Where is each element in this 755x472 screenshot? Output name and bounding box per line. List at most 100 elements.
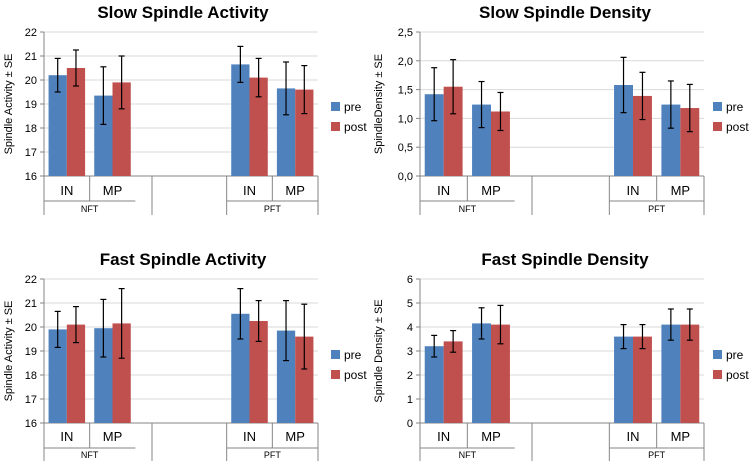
bar-post [680,324,700,423]
bar-pre [94,95,113,176]
x-category-label: MP [671,429,691,444]
y-tick-label: 17 [25,147,37,159]
x-category-label: IN [627,429,640,444]
bar-post [249,77,268,176]
y-tick-label: 18 [25,123,37,135]
bar-pre [614,336,633,423]
bar-post [491,324,510,423]
y-tick-label: 19 [25,346,37,358]
y-tick-label: 18 [25,370,37,382]
y-tick-label: 2,5 [398,27,413,39]
bar-pre [276,88,296,176]
legend-label-post: post [726,120,749,134]
legend-label-pre: pre [726,348,744,362]
bar-post [66,324,86,423]
x-category-label: MP [285,429,305,444]
y-tick-label: 0,5 [398,142,413,154]
x-category-label: IN [627,183,640,198]
y-tick-label: 0 [407,418,413,430]
x-group-label: PFT [264,204,282,214]
legend-swatch-post [331,370,340,379]
chart-title: Slow Spindle Density [479,3,651,22]
y-tick-label: 16 [25,418,37,430]
y-tick-label: 1,0 [398,113,413,125]
y-axis-label: Spindle Activity ± SE [3,54,15,155]
y-tick-label: 6 [407,274,413,286]
x-group-label: NFT [459,450,477,460]
chart-panel-3: Fast Spindle Activity 16 17 18 19 20 21 22 Spind… [3,250,367,461]
bar-post [633,95,652,176]
y-axis-label: Spindle Activity ± SE [3,301,15,402]
y-tick-label: 3 [407,346,413,358]
y-tick-label: 21 [25,51,37,63]
y-tick-label: 1,5 [398,85,413,97]
x-group-label: PFT [648,450,666,460]
bar-post [443,86,463,176]
y-tick-label: 2 [407,370,413,382]
bar-post [443,341,463,423]
x-category-label: IN [437,183,450,198]
x-group-label: NFT [81,204,99,214]
bar-post [66,68,86,176]
y-tick-label: 2,0 [398,56,413,68]
legend-label-pre: pre [344,100,362,114]
x-group-label: PFT [648,204,666,214]
y-axis-label: Spindle Density ± SE [373,299,385,402]
legend-swatch-pre [713,350,722,359]
bar-pre [231,313,250,423]
chart-title: Slow Spindle Activity [97,3,269,22]
bar-pre [94,328,113,423]
bar-post [491,111,510,176]
bar-post [112,82,131,176]
legend-swatch-pre [331,102,340,111]
x-category-label: MP [481,183,501,198]
bar-post [249,321,268,423]
x-category-label: MP [481,429,501,444]
bar-pre [48,329,67,423]
x-category-label: MP [103,183,123,198]
legend-label-pre: pre [726,100,744,114]
bar-pre [231,64,250,176]
bar-pre [424,346,444,423]
bar-post [295,89,314,176]
bar-pre [614,84,633,176]
bar-pre [472,323,491,423]
x-group-label: PFT [264,450,282,460]
x-category-label: MP [103,429,123,444]
y-tick-label: 0,0 [398,171,413,183]
legend-label-pre: pre [344,348,362,362]
x-group-label: NFT [81,450,99,460]
y-tick-label: 20 [25,75,37,87]
y-tick-label: 5 [407,298,413,310]
bar-post [112,323,131,423]
bar-post [680,108,700,176]
legend-swatch-pre [713,102,722,111]
legend-label-post: post [726,368,749,382]
bar-pre [276,330,296,423]
legend-swatch-pre [331,350,340,359]
chart-title: Fast Spindle Activity [100,250,267,269]
y-tick-label: 4 [407,322,413,334]
y-tick-label: 22 [25,274,37,286]
x-category-label: IN [60,429,73,444]
bar-post [633,336,652,423]
x-category-label: IN [60,183,73,198]
legend-label-post: post [344,368,367,382]
bar-pre [661,324,681,423]
y-tick-label: 19 [25,99,37,111]
y-axis-label: SpindleDensity ± SE [373,54,385,154]
legend-swatch-post [713,122,722,131]
chart-panel-4: Fast Spindle Density 0 1 2 3 4 5 6 Spindle Densi… [373,250,749,461]
x-category-label: IN [437,429,450,444]
legend-swatch-post [713,370,722,379]
chart-panel-1: Slow Spindle Activity 16 17 18 19 20 21 22 Spind… [3,3,367,215]
x-category-label: MP [285,183,305,198]
bar-pre [48,75,67,176]
chart-panel-2: Slow Spindle Density 0,0 0,5 1,0 1,5 2,0 2,5 Sp… [373,3,749,215]
bar-pre [661,104,681,176]
y-tick-label: 1 [407,394,413,406]
bar-pre [472,104,491,176]
x-group-label: NFT [459,204,477,214]
